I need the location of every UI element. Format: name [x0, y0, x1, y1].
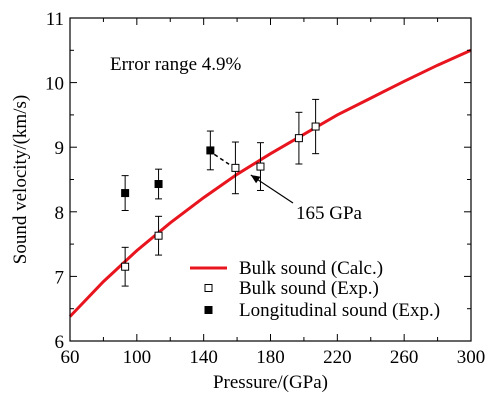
- x-tick-label: 220: [323, 347, 352, 368]
- legend: Bulk sound (Calc.) Bulk sound (Exp.) Lon…: [190, 258, 440, 321]
- legend-label-bulk-exp: Bulk sound (Exp.): [239, 278, 379, 299]
- legend-filled-square: [204, 306, 213, 314]
- longitudinal-exp-point: [206, 146, 215, 155]
- error-range-annotation: Error range 4.9%: [110, 54, 242, 75]
- dashed-connector: [213, 153, 230, 165]
- y-axis-title: Sound velocity/(km/s): [10, 95, 31, 264]
- bulk-exp-point: [294, 134, 303, 143]
- pressure-165-annotation: 165 GPa: [296, 203, 363, 224]
- x-tick-label: 100: [123, 347, 152, 368]
- legend-label-calc: Bulk sound (Calc.): [239, 258, 383, 279]
- x-tick-label: 300: [457, 347, 486, 368]
- bulk-exp-point: [256, 162, 265, 171]
- x-tick-label: 60: [61, 347, 80, 368]
- axis-ticks: [69, 17, 472, 342]
- x-tick-label: 260: [390, 347, 419, 368]
- bulk-exp-point: [311, 122, 320, 131]
- y-tick-label: 9: [55, 138, 65, 159]
- legend-label-longitudinal-exp: Longitudinal sound (Exp.): [239, 300, 440, 321]
- longitudinal-exp-point: [121, 189, 130, 198]
- y-tick-label: 7: [55, 267, 65, 288]
- axis-tick-labels: 60 100 140 180 220 260 300 6 7 8 9 10 11: [45, 9, 485, 368]
- annotation-arrow: [213, 153, 294, 204]
- x-axis-title: Pressure/(GPa): [213, 372, 328, 393]
- y-tick-label: 8: [55, 203, 65, 224]
- plot-content: [68, 48, 472, 318]
- x-tick-label: 180: [256, 347, 285, 368]
- legend-sample-bulk-exp: [204, 284, 213, 292]
- y-tick-label: 6: [55, 332, 65, 353]
- longitudinal-exp-point: [154, 180, 163, 189]
- y-tick-label: 11: [46, 9, 64, 30]
- x-tick-label: 140: [189, 347, 218, 368]
- legend-open-square: [204, 284, 213, 292]
- y-tick-label: 10: [45, 74, 64, 95]
- arrow-head: [250, 175, 261, 184]
- bulk-exp-point: [154, 231, 163, 240]
- legend-sample-longitudinal-exp: [204, 306, 213, 314]
- bulk-exp-point: [121, 262, 130, 271]
- series-calc-line: [68, 48, 472, 318]
- bulk-exp-point: [231, 163, 240, 172]
